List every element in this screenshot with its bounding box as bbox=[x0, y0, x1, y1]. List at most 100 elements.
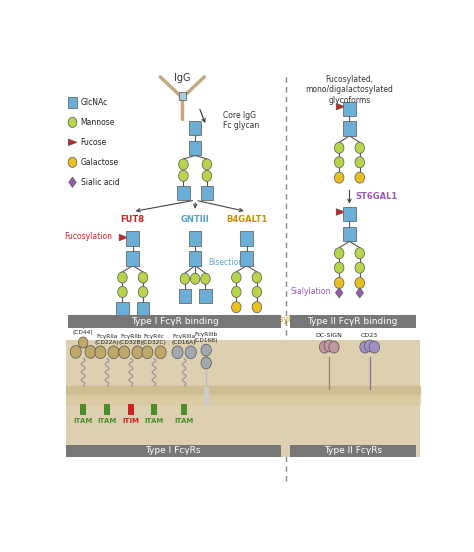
Text: B4GALT1: B4GALT1 bbox=[226, 215, 267, 224]
Text: Fucose: Fucose bbox=[81, 138, 107, 147]
Bar bbox=[240, 251, 253, 266]
Circle shape bbox=[179, 171, 188, 182]
Text: ITAM: ITAM bbox=[174, 418, 194, 424]
Circle shape bbox=[252, 286, 262, 298]
Bar bbox=[128, 404, 134, 415]
Text: Fucosylated,
mono/digalactosylated
glycoforms: Fucosylated, mono/digalactosylated glyco… bbox=[306, 75, 393, 104]
Circle shape bbox=[180, 273, 190, 284]
Circle shape bbox=[329, 341, 339, 353]
Circle shape bbox=[118, 286, 127, 298]
Circle shape bbox=[334, 262, 344, 273]
Circle shape bbox=[132, 346, 143, 359]
Circle shape bbox=[334, 172, 344, 183]
Text: Sialylation: Sialylation bbox=[291, 287, 331, 296]
Circle shape bbox=[201, 273, 210, 284]
Circle shape bbox=[68, 117, 77, 128]
Circle shape bbox=[369, 341, 380, 353]
Text: FcγRIIc
(CD32C): FcγRIIc (CD32C) bbox=[142, 334, 166, 344]
Text: Galactosylation: Galactosylation bbox=[250, 315, 310, 324]
Circle shape bbox=[119, 346, 130, 359]
Circle shape bbox=[334, 142, 344, 153]
Circle shape bbox=[202, 171, 212, 182]
Bar bbox=[343, 227, 356, 241]
Bar bbox=[66, 341, 420, 457]
Bar bbox=[179, 289, 191, 303]
Bar bbox=[290, 315, 416, 328]
Polygon shape bbox=[356, 288, 364, 298]
Text: FUT8: FUT8 bbox=[121, 215, 145, 224]
Circle shape bbox=[355, 157, 365, 168]
Circle shape bbox=[319, 341, 329, 353]
Text: FcγRIIIb
(CD16B): FcγRIIIb (CD16B) bbox=[194, 332, 219, 342]
Bar bbox=[343, 121, 356, 136]
Bar bbox=[151, 404, 157, 415]
Circle shape bbox=[142, 346, 153, 359]
Circle shape bbox=[355, 248, 365, 259]
Bar bbox=[189, 141, 201, 156]
Circle shape bbox=[231, 286, 241, 298]
Text: Sialic acid: Sialic acid bbox=[81, 178, 119, 187]
Text: Mannose: Mannose bbox=[81, 118, 115, 127]
Circle shape bbox=[85, 346, 96, 358]
Text: Type II FcγR binding: Type II FcγR binding bbox=[308, 317, 398, 326]
Bar bbox=[189, 121, 201, 135]
Bar bbox=[116, 302, 128, 316]
Bar bbox=[80, 404, 86, 415]
Circle shape bbox=[155, 346, 166, 359]
Text: ITAM: ITAM bbox=[145, 418, 164, 424]
Circle shape bbox=[138, 286, 148, 298]
Text: ST6GAL1: ST6GAL1 bbox=[355, 193, 397, 201]
Circle shape bbox=[78, 337, 88, 348]
Polygon shape bbox=[119, 234, 128, 241]
Bar bbox=[343, 207, 356, 221]
Bar bbox=[68, 97, 77, 108]
Text: Fucosylation: Fucosylation bbox=[64, 232, 112, 241]
Bar bbox=[68, 315, 281, 328]
Circle shape bbox=[201, 344, 211, 356]
Circle shape bbox=[108, 346, 119, 359]
Circle shape bbox=[334, 278, 344, 289]
Polygon shape bbox=[69, 177, 76, 187]
Text: FcγRIIa
(CD22A): FcγRIIa (CD22A) bbox=[95, 334, 119, 344]
Text: Bisection: Bisection bbox=[208, 258, 243, 267]
Circle shape bbox=[201, 357, 211, 369]
Text: Type II FcγRs: Type II FcγRs bbox=[324, 447, 382, 455]
Circle shape bbox=[334, 157, 344, 168]
Circle shape bbox=[95, 346, 106, 359]
Circle shape bbox=[179, 159, 188, 170]
Text: ITAM: ITAM bbox=[73, 418, 93, 424]
Text: Galactose: Galactose bbox=[81, 158, 118, 167]
Circle shape bbox=[360, 341, 370, 353]
Circle shape bbox=[355, 278, 365, 289]
Circle shape bbox=[355, 142, 365, 153]
Bar bbox=[179, 92, 186, 100]
Circle shape bbox=[172, 346, 183, 359]
Text: FcγRIIb
(CD32B): FcγRIIb (CD32B) bbox=[118, 334, 143, 344]
Text: DC-SIGN: DC-SIGN bbox=[316, 333, 343, 338]
Circle shape bbox=[365, 340, 375, 352]
Circle shape bbox=[138, 272, 148, 283]
Bar bbox=[181, 404, 187, 415]
Bar bbox=[199, 289, 212, 303]
Polygon shape bbox=[336, 103, 345, 110]
Bar bbox=[290, 444, 416, 457]
Circle shape bbox=[191, 273, 200, 284]
Bar bbox=[204, 387, 209, 406]
Text: Core IgG
Fc glycan: Core IgG Fc glycan bbox=[223, 111, 259, 130]
Bar bbox=[66, 444, 281, 457]
Circle shape bbox=[68, 157, 77, 167]
Text: Type I FcγRs: Type I FcγRs bbox=[146, 447, 201, 455]
Text: ITIM: ITIM bbox=[122, 418, 139, 424]
Circle shape bbox=[185, 346, 196, 359]
Circle shape bbox=[355, 172, 365, 183]
Bar bbox=[240, 231, 253, 246]
Text: GNTIII: GNTIII bbox=[181, 215, 210, 224]
Text: Type I FcγR binding: Type I FcγR binding bbox=[131, 317, 219, 326]
Polygon shape bbox=[336, 209, 345, 215]
Text: FcγRIIIa
(CD16A): FcγRIIIa (CD16A) bbox=[172, 334, 196, 344]
Circle shape bbox=[355, 262, 365, 273]
Circle shape bbox=[202, 159, 212, 170]
Text: ITAM: ITAM bbox=[97, 418, 117, 424]
Circle shape bbox=[231, 272, 241, 283]
Bar bbox=[201, 185, 213, 200]
